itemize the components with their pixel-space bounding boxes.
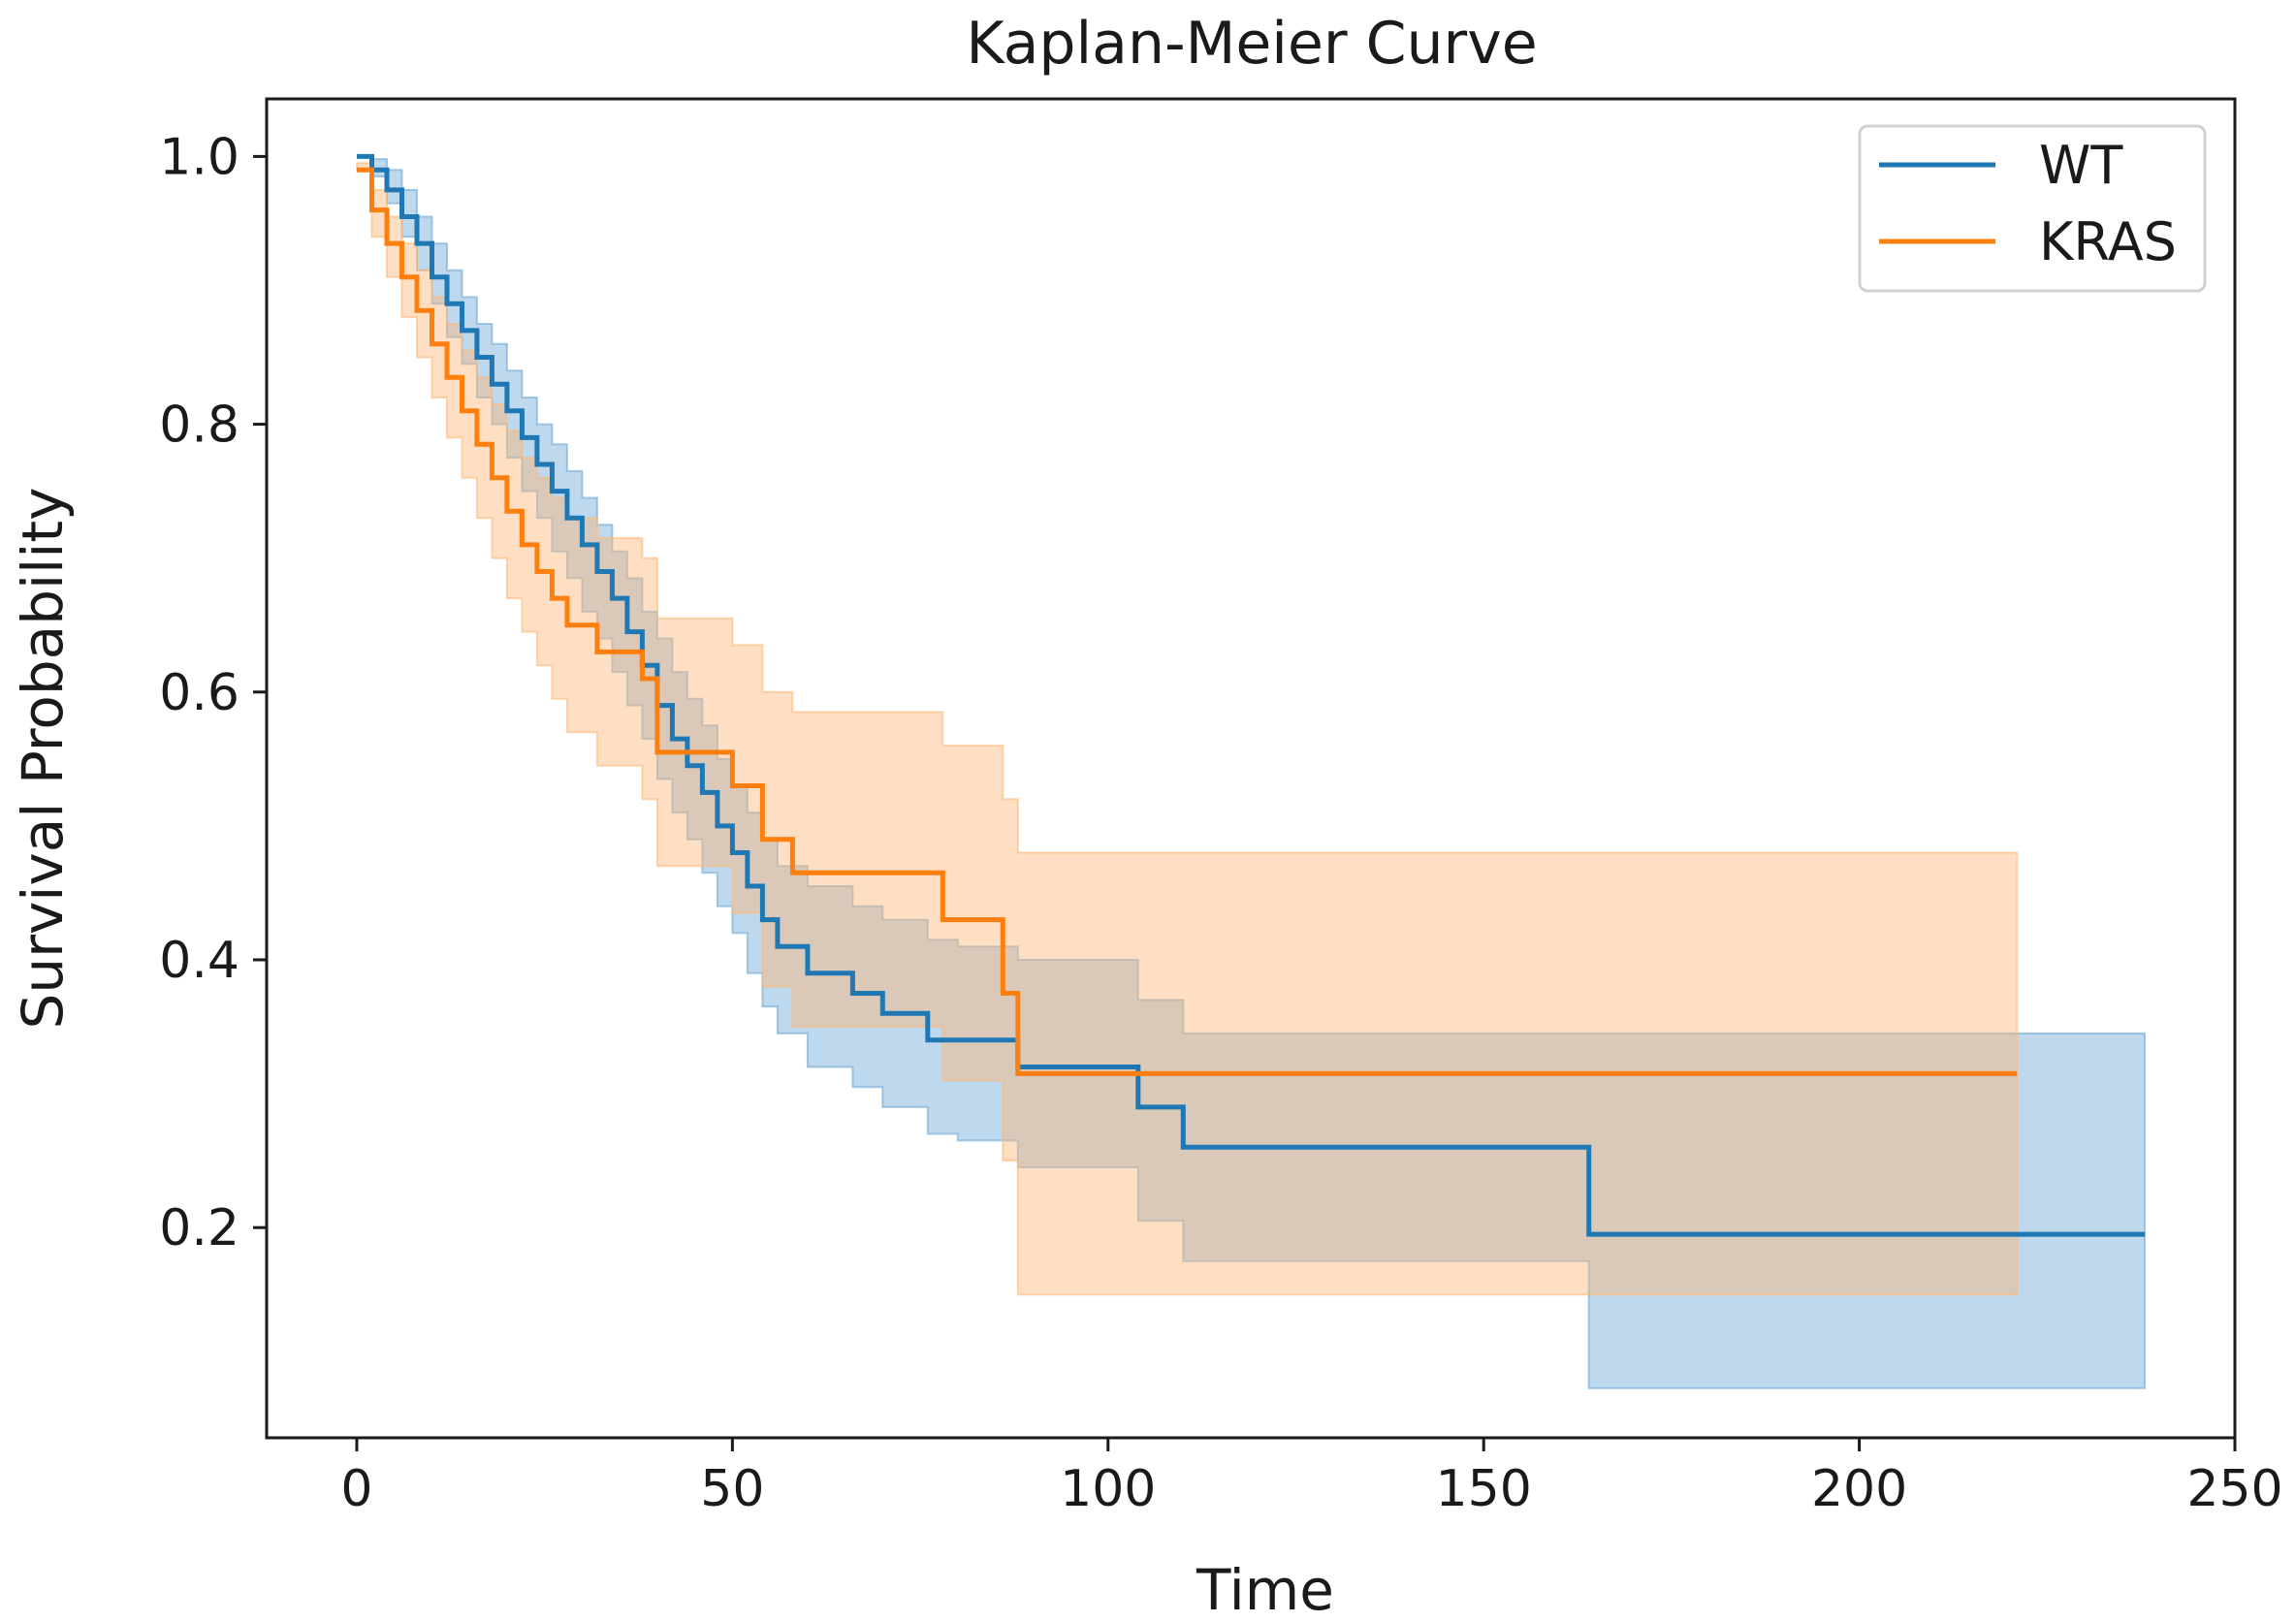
x-tick-label: 100 xyxy=(1060,1460,1156,1518)
survival-line-kras xyxy=(357,167,2018,1076)
y-tick-label: 1.0 xyxy=(159,128,239,186)
x-tick-label: 0 xyxy=(340,1460,372,1518)
x-tick-label: 250 xyxy=(2186,1460,2282,1518)
y-axis-label: Survival Probability xyxy=(10,488,76,1030)
confidence-bands xyxy=(356,155,2146,1389)
plot-frame xyxy=(265,97,2237,1440)
x-axis-ticks: 0 50 100 150 200 250 xyxy=(340,1438,2283,1518)
x-tick-label: 150 xyxy=(1436,1460,1532,1518)
y-tick-label: 0.6 xyxy=(159,664,239,722)
ci-band-wt xyxy=(357,155,2146,1389)
y-axis-ticks: 0.2 0.4 0.6 0.8 1.0 xyxy=(159,128,267,1257)
x-tick-label: 50 xyxy=(700,1460,764,1518)
legend-label-wt: WT xyxy=(2039,135,2123,196)
chart-title: Kaplan-Meier Curve xyxy=(966,10,1537,78)
y-tick-label: 0.4 xyxy=(159,932,239,990)
survival-lines xyxy=(357,153,2145,1237)
legend-label-kras: KRAS xyxy=(2039,211,2177,272)
y-tick-label: 0.8 xyxy=(159,397,239,455)
legend: WT KRAS xyxy=(1858,124,2207,293)
x-tick-label: 200 xyxy=(1811,1460,1907,1518)
x-axis-label: Time xyxy=(1196,1557,1334,1622)
ci-band-kras xyxy=(356,162,2019,1296)
y-tick-label: 0.2 xyxy=(159,1199,239,1257)
survival-line-wt xyxy=(357,153,2145,1237)
